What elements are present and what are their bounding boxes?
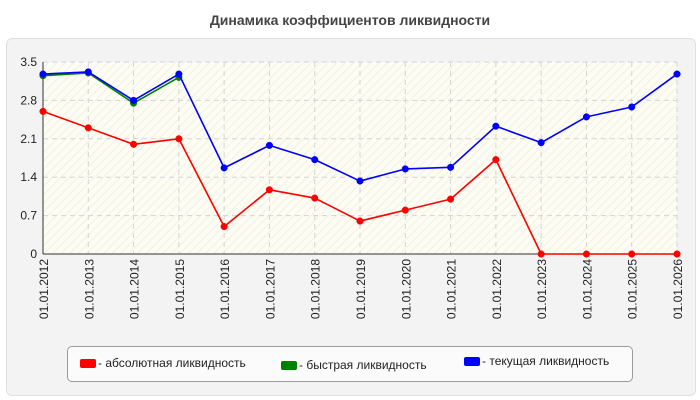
data-point-1	[175, 135, 183, 143]
data-point-3	[537, 139, 545, 147]
data-point-1	[492, 156, 500, 164]
legend-swatch-blue	[464, 357, 480, 366]
data-point-1	[356, 217, 364, 225]
x-tick-label: 01.01.2022	[490, 259, 504, 319]
data-point-3	[582, 113, 590, 121]
chart-title: Динамика коэффициентов ликвидности	[209, 12, 491, 28]
legend-label: - быстрая ликвидность	[299, 358, 427, 372]
legend-item-quick: - быстрая ликвидность	[281, 358, 427, 372]
data-point-1	[39, 107, 47, 115]
data-point-3	[628, 103, 636, 111]
data-point-3	[265, 141, 273, 149]
x-tick-label: 01.01.2012	[37, 259, 51, 319]
legend-item-current: - текущая ликвидность	[464, 354, 609, 368]
x-tick-label: 01.01.2019	[354, 259, 368, 319]
chart-legend: - абсолютная ликвидность - быстрая ликви…	[67, 346, 633, 382]
data-point-3	[492, 122, 500, 130]
y-tick-label: 1.4	[20, 170, 37, 184]
data-point-3	[356, 177, 364, 185]
data-point-3	[447, 163, 455, 171]
x-tick-label: 01.01.2025	[626, 259, 640, 319]
y-tick-label: 2.8	[20, 93, 37, 107]
data-point-1	[311, 194, 319, 202]
x-tick-label: 01.01.2016	[218, 259, 232, 319]
data-point-1	[447, 195, 455, 203]
data-point-1	[582, 250, 590, 258]
x-tick-label: 01.01.2026	[671, 259, 685, 319]
x-tick-label: 01.01.2015	[173, 259, 187, 319]
data-point-1	[673, 250, 681, 258]
data-point-1	[130, 140, 138, 148]
legend-label: - текущая ликвидность	[482, 354, 610, 368]
x-tick-label: 01.01.2014	[128, 259, 142, 319]
legend-label: - абсолютная ликвидность	[98, 356, 246, 370]
y-tick-label: 0	[30, 247, 37, 261]
x-tick-label: 01.01.2018	[309, 259, 323, 319]
data-point-3	[673, 70, 681, 78]
x-tick-label: 01.01.2023	[535, 259, 549, 319]
data-point-1	[220, 223, 228, 231]
legend-item-absolute: - абсолютная ликвидность	[80, 356, 246, 370]
data-point-3	[175, 70, 183, 78]
data-point-3	[130, 96, 138, 104]
x-tick-label: 01.01.2020	[399, 259, 413, 319]
data-point-1	[265, 186, 273, 194]
series-line-2	[42, 72, 180, 104]
x-tick-label: 01.01.2013	[82, 259, 96, 319]
legend-swatch-red	[80, 359, 96, 368]
x-tick-label: 01.01.2024	[580, 259, 594, 319]
data-point-3	[311, 156, 319, 164]
data-point-1	[537, 250, 545, 258]
y-tick-label: 3.5	[20, 55, 37, 69]
data-point-1	[84, 124, 92, 132]
data-point-3	[220, 164, 228, 172]
x-tick-label: 01.01.2021	[445, 259, 459, 319]
y-tick-label: 0.7	[20, 209, 37, 223]
data-point-3	[401, 165, 409, 173]
data-point-3	[39, 70, 47, 78]
data-point-3	[84, 68, 92, 76]
x-tick-label: 01.01.2017	[263, 259, 277, 319]
y-tick-label: 2.1	[20, 132, 37, 146]
data-point-1	[401, 206, 409, 214]
data-point-1	[628, 250, 636, 258]
legend-swatch-green	[281, 361, 297, 370]
